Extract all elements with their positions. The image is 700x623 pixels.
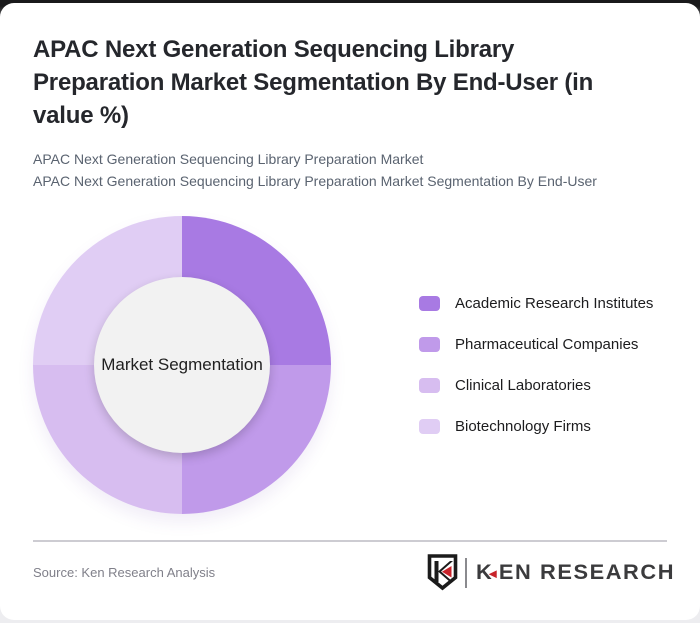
- subtitle-line-1: APAC Next Generation Sequencing Library …: [33, 151, 424, 167]
- source-note: Source: Ken Research Analysis: [33, 565, 216, 580]
- legend-swatch: [419, 337, 440, 352]
- logo-divider: [464, 557, 467, 588]
- subtitle-line-2: APAC Next Generation Sequencing Library …: [33, 173, 597, 189]
- ken-research-shield-icon: [427, 554, 457, 591]
- page-title: APAC Next Generation Sequencing Library …: [33, 36, 594, 129]
- ken-research-logo: K◄EN RESEARCH: [427, 554, 673, 591]
- legend-item: Biotechnology Firms: [419, 418, 653, 435]
- footer-divider: [33, 540, 667, 542]
- legend-label: Biotechnology Firms: [455, 418, 591, 435]
- chart-legend: Academic Research Institutes Pharmaceuti…: [419, 295, 653, 435]
- infographic-card: APAC Next Generation Sequencing Library …: [0, 3, 700, 620]
- chart-section: Market Segmentation Academic Research In…: [33, 216, 667, 514]
- legend-item: Clinical Laboratories: [419, 377, 653, 394]
- footer: Source: Ken Research Analysis K◄EN RESEA…: [33, 554, 673, 591]
- donut-chart: Market Segmentation: [33, 216, 331, 514]
- legend-swatch: [419, 296, 440, 311]
- brand-name: K◄EN RESEARCH: [475, 560, 675, 584]
- legend-label: Academic Research Institutes: [455, 295, 654, 312]
- subtitle-block: APAC Next Generation Sequencing Library …: [33, 148, 667, 192]
- legend-swatch: [419, 419, 440, 434]
- legend-swatch: [419, 378, 440, 393]
- red-triangle-icon: ◄: [485, 565, 501, 581]
- legend-label: Pharmaceutical Companies: [455, 336, 639, 353]
- legend-label: Clinical Laboratories: [455, 377, 591, 394]
- donut-center-label: Market Segmentation: [94, 277, 270, 453]
- legend-item: Academic Research Institutes: [419, 295, 653, 312]
- legend-item: Pharmaceutical Companies: [419, 336, 653, 353]
